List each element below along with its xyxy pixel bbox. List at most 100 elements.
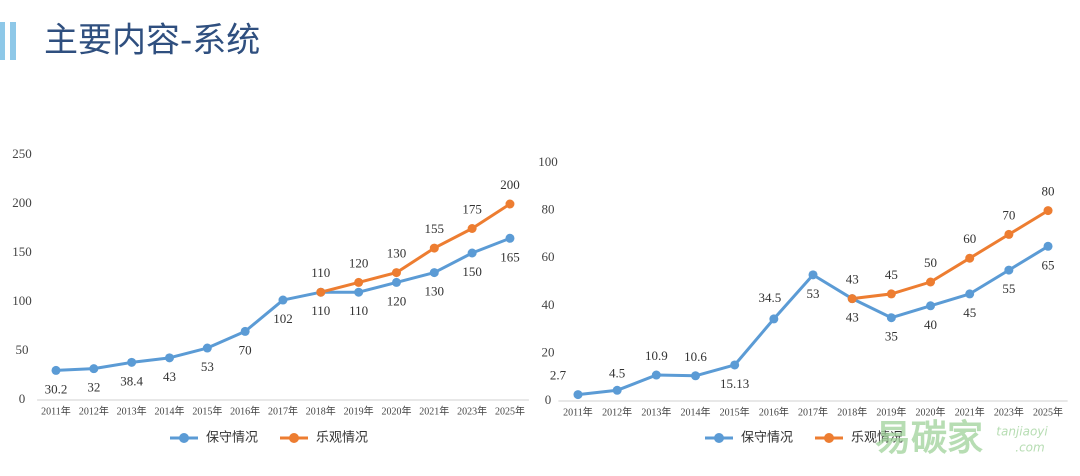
data-point [1004, 229, 1014, 239]
x-tick-label: 2014年 [154, 404, 184, 417]
x-tick-label: 2015年 [720, 405, 750, 418]
x-tick-label: 2013年 [117, 404, 147, 417]
data-label: 43 [846, 310, 859, 325]
data-point [467, 248, 477, 258]
watermark-suffix: .com [1015, 441, 1044, 455]
accent-bar [10, 22, 16, 60]
x-tick-label: 2013年 [641, 405, 671, 418]
x-tick-label: 2025年 [1033, 405, 1063, 418]
watermark: 易碳家 tanjiaoyi .com [875, 418, 1048, 459]
data-label: 30.2 [45, 381, 68, 396]
legend-marker [179, 433, 189, 443]
data-label: 15.13 [720, 376, 749, 391]
data-point [965, 289, 975, 299]
x-tick-label: 2011年 [563, 405, 593, 418]
data-point [847, 294, 857, 304]
x-tick-label: 2018年 [306, 404, 336, 417]
data-label: 40 [924, 317, 937, 332]
data-label: 110 [311, 303, 330, 318]
data-label: 50 [924, 255, 937, 270]
legend-label: 乐观情况 [851, 431, 903, 446]
data-label: 60 [963, 231, 976, 246]
data-point [926, 277, 936, 287]
data-label: 120 [349, 255, 369, 270]
data-point [505, 199, 515, 209]
x-tick-label: 2019年 [876, 405, 906, 418]
y-tick-label: 0 [545, 392, 552, 407]
data-label: 34.5 [758, 290, 781, 305]
data-point [573, 390, 583, 400]
data-label: 110 [311, 265, 330, 280]
x-tick-label: 2020年 [916, 405, 946, 418]
data-point [505, 233, 515, 243]
data-point [354, 287, 364, 297]
data-label: 45 [963, 305, 976, 320]
y-tick-label: 20 [542, 344, 555, 359]
x-tick-label: 2015年 [192, 404, 222, 417]
data-point [164, 353, 174, 363]
data-point [467, 224, 477, 233]
slide-title: 主要内容-系统 [44, 21, 260, 61]
x-tick-label: 2021年 [955, 405, 985, 418]
data-label: 80 [1042, 184, 1055, 199]
data-label: 150 [462, 264, 482, 279]
data-point [965, 253, 975, 263]
data-label: 53 [201, 359, 214, 374]
data-point [1043, 241, 1053, 251]
data-label: 38.4 [120, 373, 143, 388]
x-tick-label: 2017年 [798, 405, 828, 418]
watermark-brand: 易碳家 [875, 418, 983, 459]
x-tick-label: 2012年 [602, 405, 632, 418]
x-tick-label: 2012年 [79, 404, 109, 417]
y-tick-label: 40 [542, 297, 555, 312]
data-point [391, 277, 401, 287]
y-tick-label: 100 [538, 154, 558, 169]
data-point [429, 243, 439, 253]
y-tick-label: 80 [542, 202, 555, 217]
data-label: 2.7 [550, 368, 567, 383]
data-label: 102 [273, 311, 293, 326]
data-point [316, 287, 326, 297]
data-point [886, 289, 896, 299]
accent-bar [0, 22, 5, 60]
legend-marker [824, 433, 834, 443]
data-point [886, 313, 896, 323]
data-point [926, 301, 936, 311]
data-point [1004, 265, 1014, 275]
data-point [808, 270, 818, 280]
data-point [51, 365, 61, 375]
x-tick-label: 2016年 [759, 405, 789, 418]
y-tick-label: 0 [19, 391, 26, 406]
data-label: 10.6 [684, 349, 707, 364]
x-tick-label: 2011年 [41, 404, 71, 417]
x-tick-label: 2018年 [837, 405, 867, 418]
data-point [730, 360, 740, 370]
x-tick-label: 2023年 [994, 405, 1024, 418]
x-tick-label: 2025年 [495, 404, 525, 417]
legend-marker [289, 433, 299, 443]
data-label: 155 [425, 221, 445, 236]
data-label: 55 [1002, 281, 1015, 296]
data-label: 120 [387, 293, 407, 308]
data-label: 130 [425, 284, 445, 299]
x-tick-label: 2021年 [419, 404, 449, 417]
y-tick-label: 150 [12, 244, 32, 259]
x-tick-label: 2014年 [681, 405, 711, 418]
data-label: 70 [1002, 207, 1015, 222]
data-label: 110 [349, 303, 368, 318]
data-label: 200 [500, 177, 520, 192]
data-label: 70 [239, 342, 252, 357]
y-tick-label: 60 [542, 249, 555, 264]
legend-marker [714, 433, 724, 443]
data-point [651, 370, 661, 380]
data-label: 35 [885, 329, 898, 344]
series-line [852, 209, 1049, 301]
y-tick-label: 50 [16, 342, 29, 357]
x-tick-label: 2020年 [381, 404, 411, 417]
data-label: 65 [1042, 257, 1055, 272]
y-tick-label: 200 [12, 195, 32, 210]
data-point [691, 371, 701, 381]
data-label: 165 [500, 249, 520, 264]
data-label: 130 [387, 246, 407, 261]
